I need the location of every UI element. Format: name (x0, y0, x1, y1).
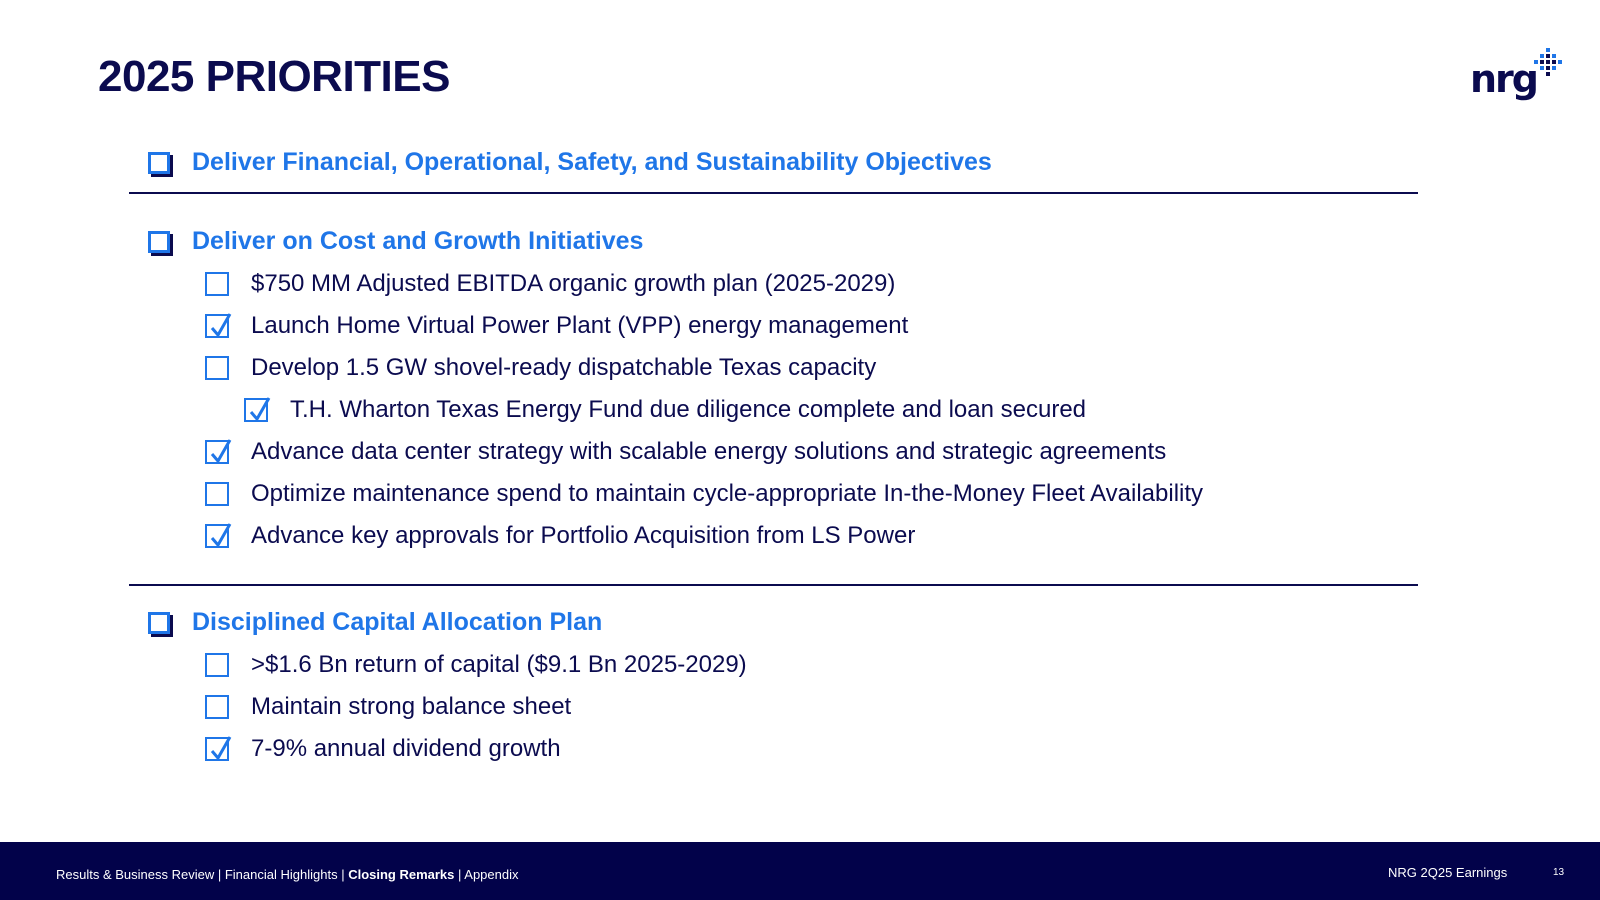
list-item-text: $750 MM Adjusted EBITDA organic growth p… (251, 270, 896, 297)
list-item-text: T.H. Wharton Texas Energy Fund due dilig… (290, 396, 1087, 423)
section-heading: Deliver Financial, Operational, Safety, … (192, 148, 992, 176)
list-item: Advance data center strategy with scalab… (205, 438, 1166, 466)
nav-separator: | (214, 867, 225, 882)
checkbox-icon (148, 151, 170, 174)
nav-separator: | (454, 867, 465, 882)
checked-box-icon (205, 439, 232, 464)
divider (129, 584, 1418, 586)
list-item: Maintain strong balance sheet (205, 693, 571, 721)
logo-text: nrg (1470, 57, 1539, 101)
unchecked-box-icon (205, 653, 229, 677)
checked-box-icon (205, 736, 232, 761)
page-number: 13 (1553, 867, 1565, 878)
document-label: NRG 2Q25 Earnings (1388, 865, 1508, 880)
list-item-text: Advance key approvals for Portfolio Acqu… (251, 522, 916, 549)
unchecked-box-icon (205, 482, 229, 506)
list-item-text: Launch Home Virtual Power Plant (VPP) en… (251, 312, 909, 339)
list-item-text: Advance data center strategy with scalab… (251, 438, 1167, 465)
checkbox-icon (148, 230, 170, 253)
nav-results-business-review[interactable]: Results & Business Review (56, 867, 215, 882)
list-item-text: Develop 1.5 GW shovel-ready dispatchable… (251, 354, 877, 381)
section-heading: Disciplined Capital Allocation Plan (192, 608, 603, 636)
list-item-text: >$1.6 Bn return of capital ($9.1 Bn 2025… (251, 651, 747, 678)
checked-box-icon (244, 397, 271, 422)
list-item: Launch Home Virtual Power Plant (VPP) en… (205, 312, 908, 340)
list-item: Advance key approvals for Portfolio Acqu… (205, 522, 915, 550)
sub-list-item: T.H. Wharton Texas Energy Fund due dilig… (244, 396, 1086, 424)
list-item: >$1.6 Bn return of capital ($9.1 Bn 2025… (205, 651, 747, 679)
nrg-dot-mark-icon (1534, 48, 1562, 76)
nav-closing-remarks[interactable]: Closing Remarks (348, 867, 455, 882)
nav-appendix[interactable]: Appendix (464, 867, 519, 882)
list-item-text: Maintain strong balance sheet (251, 693, 572, 720)
nav-financial-highlights[interactable]: Financial Highlights (224, 867, 338, 882)
checkbox-icon (148, 611, 170, 634)
checked-box-icon (205, 523, 232, 548)
list-item-text: 7-9% annual dividend growth (251, 735, 561, 762)
list-item: Optimize maintenance spend to maintain c… (205, 480, 1203, 508)
checked-box-icon (205, 313, 232, 338)
list-item-text: Optimize maintenance spend to maintain c… (251, 480, 1204, 507)
unchecked-box-icon (205, 272, 229, 296)
footer-bar: Results & Business Review | Financial Hi… (0, 842, 1600, 900)
page-title: 2025 PRIORITIES (98, 52, 450, 101)
unchecked-box-icon (205, 356, 229, 380)
section-capital-allocation: Disciplined Capital Allocation Plan (148, 608, 602, 637)
divider (129, 192, 1418, 194)
section-financial-objectives: Deliver Financial, Operational, Safety, … (148, 148, 992, 177)
section-heading: Deliver on Cost and Growth Initiatives (192, 227, 644, 255)
unchecked-box-icon (205, 695, 229, 719)
nrg-logo: nrg (1470, 48, 1570, 114)
nav-separator: | (337, 867, 349, 882)
list-item: Develop 1.5 GW shovel-ready dispatchable… (205, 354, 876, 382)
list-item: $750 MM Adjusted EBITDA organic growth p… (205, 270, 895, 298)
section-cost-growth: Deliver on Cost and Growth Initiatives (148, 227, 643, 256)
list-item: 7-9% annual dividend growth (205, 735, 561, 763)
footer-nav: Results & Business Review | Financial Hi… (56, 867, 519, 882)
